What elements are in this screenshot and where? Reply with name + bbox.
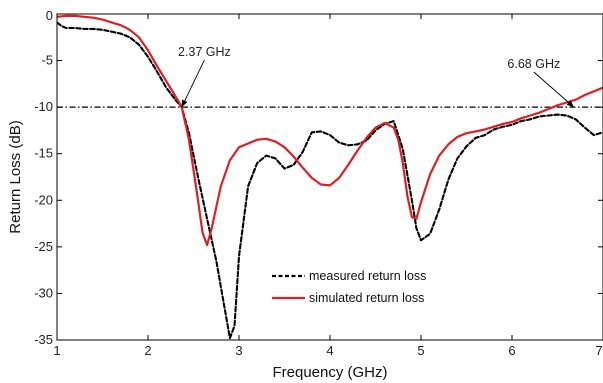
x-axis-label: Frequency (GHz) xyxy=(272,364,387,381)
x-tick-label: 7 xyxy=(595,343,602,358)
legend-label-simulated: simulated return loss xyxy=(309,291,424,305)
x-tick-labels: 1 2 3 4 5 6 7 xyxy=(53,343,602,358)
y-tick-label: -20 xyxy=(34,192,53,207)
y-tick-label: -15 xyxy=(34,146,53,161)
annotations-group: 2.37 GHz 6.68 GHz xyxy=(178,45,575,108)
series-group xyxy=(57,14,603,340)
y-tick-label: -25 xyxy=(34,239,53,254)
legend-label-measured: measured return loss xyxy=(309,269,426,283)
tick-marks-group xyxy=(56,13,603,341)
annotation-arrow-1 xyxy=(181,59,205,108)
annotation-arrowhead-1 xyxy=(181,99,188,108)
series-line-simulated xyxy=(57,14,603,247)
annotation-arrowhead-2 xyxy=(566,100,574,108)
y-tick-label: -35 xyxy=(34,332,53,347)
y-axis-label: Return Loss (dB) xyxy=(7,120,24,233)
legend: measured return loss simulated return lo… xyxy=(272,269,426,305)
y-tick-labels: 0 -5 -10 -15 -20 -25 -30 -35 xyxy=(34,8,53,347)
x-tick-label: 4 xyxy=(326,343,333,358)
annotation-arrow-2 xyxy=(533,71,575,108)
x-tick-label: 5 xyxy=(417,343,424,358)
y-tick-label: -10 xyxy=(34,99,53,114)
annotation-label-2: 6.68 GHz xyxy=(507,57,560,71)
x-tick-label: 1 xyxy=(53,343,60,358)
annotation-label-1: 2.37 GHz xyxy=(178,45,231,59)
x-tick-label: 6 xyxy=(508,343,515,358)
plot-area xyxy=(57,14,603,340)
y-tick-label: -30 xyxy=(34,285,53,300)
y-tick-label: -5 xyxy=(41,53,53,68)
y-tick-label: 0 xyxy=(46,8,53,23)
x-tick-label: 3 xyxy=(235,343,242,358)
series-line-measured xyxy=(57,21,603,340)
x-tick-label: 2 xyxy=(144,343,151,358)
